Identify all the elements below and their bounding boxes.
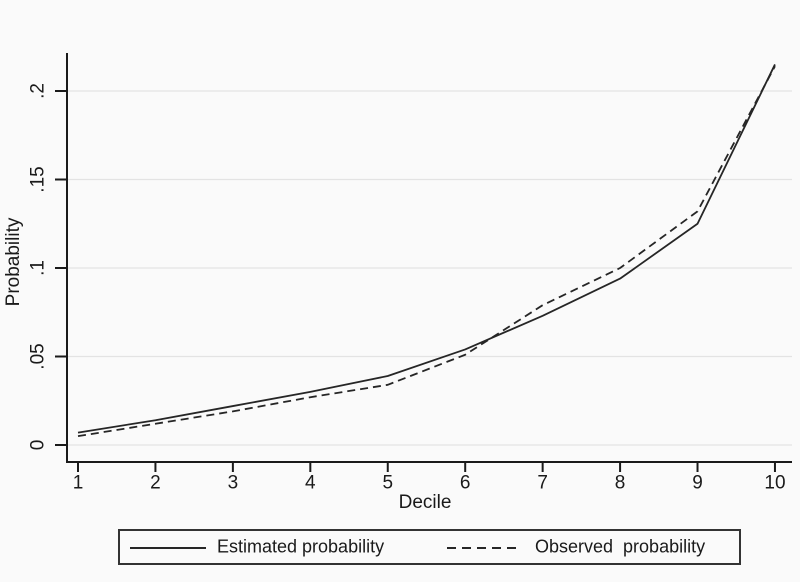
x-tick-label: 2 xyxy=(150,473,161,494)
y-tick-label: .1 xyxy=(28,260,49,276)
legend-label-observed: Observed probability xyxy=(535,536,706,557)
y-tick-label: 0 xyxy=(28,440,49,451)
legend-dashed-line-sample xyxy=(447,547,521,549)
x-tick-label: 8 xyxy=(615,473,626,494)
y-axis-title: Probability xyxy=(3,217,24,307)
x-axis-title: Decile xyxy=(398,492,452,513)
y-tick-label: .05 xyxy=(28,343,49,369)
y-tick-label: .15 xyxy=(28,166,49,192)
x-tick-label: 6 xyxy=(460,473,471,494)
series-line-observed xyxy=(77,65,776,438)
series-line-estimated xyxy=(77,64,776,434)
x-tick-label: 4 xyxy=(305,473,316,494)
x-tick-label: 7 xyxy=(537,473,548,494)
x-tick-label: 9 xyxy=(692,473,703,494)
legend-label-estimated: Estimated probability xyxy=(217,536,385,557)
x-tick-label: 5 xyxy=(382,473,393,494)
y-tick-label: .2 xyxy=(28,83,49,99)
legend-solid-line-sample xyxy=(130,547,206,549)
x-tick-label: 1 xyxy=(73,473,84,494)
x-tick-label: 3 xyxy=(228,473,239,494)
legend: Estimated probability Observed probabili… xyxy=(118,529,741,565)
x-tick-label: 10 xyxy=(764,473,785,494)
